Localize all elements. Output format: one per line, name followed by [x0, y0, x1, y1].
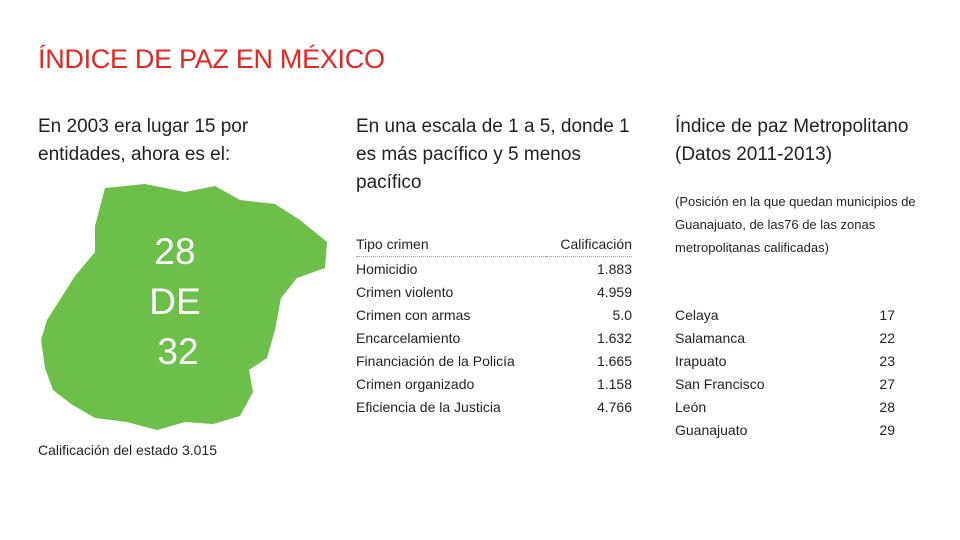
list-item: San Francisco 27: [675, 373, 895, 396]
guanajuato-map-shape: [41, 184, 327, 430]
city-rank: 23: [879, 353, 895, 369]
city-name: Guanajuato: [675, 422, 748, 438]
table-header-row: Tipo crimen Calificación: [356, 234, 632, 257]
crime-score: 1.665: [596, 352, 632, 369]
crime-type: Eficiencia de la Justicia: [356, 398, 501, 415]
table-row: Crimen violento 4.959: [356, 280, 632, 303]
crime-table: Tipo crimen Calificación Homicidio 1.883 …: [356, 234, 632, 418]
crime-score: 1.883: [596, 260, 632, 277]
state-rank-heading: En 2003 era lugar 15 por entidades, ahor…: [38, 116, 249, 165]
list-item: Irapuato 23: [675, 350, 895, 373]
crime-type: Crimen con armas: [356, 306, 471, 323]
crime-score: 4.766: [596, 398, 632, 415]
list-item: León 28: [675, 396, 895, 419]
crime-type: Encarcelamiento: [356, 329, 461, 346]
scale-heading: En una escala de 1 a 5, donde 1 es más p…: [356, 116, 630, 193]
table-row: Encarcelamiento 1.632: [356, 326, 632, 349]
city-rank: 28: [879, 399, 895, 415]
list-item: Salamanca 22: [675, 327, 895, 350]
crime-type: Crimen organizado: [356, 375, 475, 392]
city-rank: 27: [879, 376, 895, 392]
map-rank-line: 28: [154, 231, 196, 272]
list-item: Celaya 17: [675, 304, 895, 327]
crime-type: Crimen violento: [356, 283, 454, 300]
state-score: Calificación del estado 3.015: [38, 442, 218, 458]
column-header: Tipo crimen: [356, 234, 547, 257]
table-row: Homicidio 1.883: [356, 257, 632, 281]
crime-type: Financiación de la Policía: [356, 352, 515, 369]
metro-rank-list: Celaya 17 Salamanca 22 Irapuato 23 San Fran…: [675, 304, 895, 442]
list-item: Guanajuato 29: [675, 419, 895, 442]
city-rank: 17: [879, 307, 895, 323]
city-name: León: [675, 399, 707, 415]
metro-index-heading: Índice de paz Metropolitano (Datos 2011-…: [675, 116, 909, 165]
column-header: Calificación: [546, 234, 632, 257]
crime-score: 4.959: [596, 283, 632, 300]
crime-score: 1.632: [596, 329, 632, 346]
map-rank-line: DE: [149, 281, 201, 322]
city-name: Salamanca: [675, 330, 746, 346]
table-row: Crimen con armas 5.0: [356, 303, 632, 326]
metro-note: (Posición en la que quedan municipios de…: [675, 194, 916, 255]
table-row: Eficiencia de la Justicia 4.766: [356, 395, 632, 418]
crime-type: Homicidio: [356, 260, 418, 277]
guanajuato-map: [41, 184, 327, 430]
table-row: Financiación de la Policía 1.665: [356, 349, 632, 372]
city-rank: 22: [879, 330, 895, 346]
table-row: Crimen organizado 1.158: [356, 372, 632, 395]
crime-score: 1.158: [596, 375, 632, 392]
city-name: San Francisco: [675, 376, 765, 392]
map-rank-line: 32: [157, 331, 199, 372]
crime-score: 5.0: [612, 306, 632, 323]
city-name: Irapuato: [675, 353, 727, 369]
page-title: ÍNDICE DE PAZ EN MÉXICO: [38, 44, 385, 74]
city-name: Celaya: [675, 307, 719, 323]
city-rank: 29: [879, 422, 895, 438]
